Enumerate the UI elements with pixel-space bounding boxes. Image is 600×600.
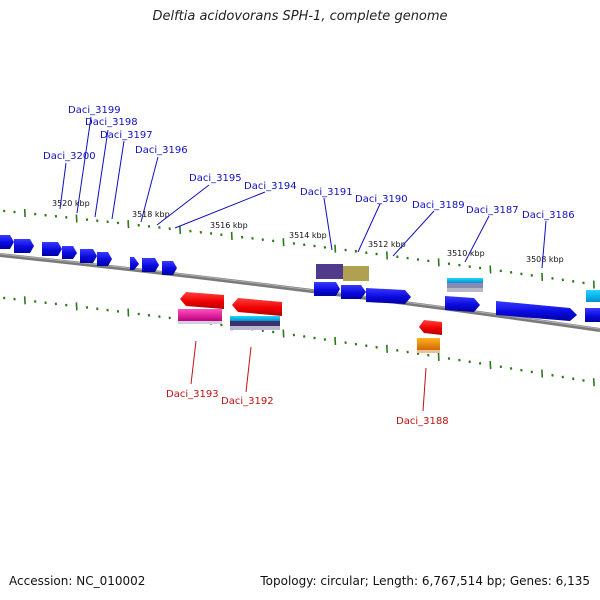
- gene-arrow[interactable]: [419, 320, 442, 335]
- gene-label-daci-3196[interactable]: Daci_3196: [135, 145, 188, 156]
- gene-label-daci-3188[interactable]: Daci_3188: [396, 416, 449, 427]
- genome-backbone-highlight: [0, 253, 600, 330]
- gene-block[interactable]: [178, 321, 222, 324]
- gene-arrow[interactable]: [366, 288, 411, 304]
- accession-text: Accession: NC_010002: [9, 574, 146, 588]
- genome-info-text: Topology: circular; Length: 6,767,514 bp…: [260, 574, 590, 588]
- gene-arrow[interactable]: [42, 242, 62, 256]
- gene-label-daci-3192[interactable]: Daci_3192: [221, 396, 274, 407]
- gene-label-daci-3190[interactable]: Daci_3190: [355, 194, 408, 205]
- gene-block[interactable]: [447, 288, 483, 292]
- gene-label-daci-3197[interactable]: Daci_3197: [100, 130, 153, 141]
- gene-block[interactable]: [417, 338, 440, 350]
- gene-label-daci-3198[interactable]: Daci_3198: [85, 117, 138, 128]
- kbp-label: 3516 kbp: [210, 221, 248, 230]
- gene-label-daci-3189[interactable]: Daci_3189: [412, 200, 465, 211]
- gene-arrow[interactable]: [232, 298, 282, 316]
- gene-block[interactable]: [585, 308, 600, 322]
- kbp-label: 3510 kbp: [447, 249, 485, 258]
- kbp-label: 3520 kbp: [52, 199, 90, 208]
- gene-block[interactable]: [230, 316, 280, 321]
- gene-arrow[interactable]: [62, 246, 77, 259]
- gene-label-daci-3193[interactable]: Daci_3193: [166, 389, 219, 400]
- gene-block[interactable]: [417, 350, 440, 353]
- gene-label-daci-3191[interactable]: Daci_3191: [300, 187, 353, 198]
- kbp-label: 3514 kbp: [289, 231, 327, 240]
- gene-arrow[interactable]: [180, 292, 224, 309]
- gene-arrow[interactable]: [130, 257, 139, 270]
- forward-strand-genes: [0, 235, 600, 322]
- gene-label-daci-3186[interactable]: Daci_3186: [522, 210, 575, 221]
- gene-arrow[interactable]: [14, 239, 34, 253]
- leader-lines: [59, 116, 547, 412]
- gene-arrow[interactable]: [162, 261, 177, 275]
- gene-block[interactable]: [586, 290, 600, 302]
- gene-label-daci-3187[interactable]: Daci_3187: [466, 205, 519, 216]
- gene-block[interactable]: [447, 278, 483, 283]
- gene-arrow[interactable]: [445, 296, 480, 312]
- gene-block[interactable]: [316, 264, 343, 279]
- genome-backbone: [0, 253, 600, 332]
- kbp-label: 3518 kbp: [132, 210, 170, 219]
- gene-block[interactable]: [343, 266, 369, 281]
- gene-arrow[interactable]: [142, 258, 159, 272]
- gene-block[interactable]: [230, 321, 280, 326]
- kbp-label: 3512 kbp: [368, 240, 406, 249]
- gene-arrow[interactable]: [80, 249, 97, 263]
- gene-arrow[interactable]: [314, 282, 340, 296]
- gene-arrow[interactable]: [97, 252, 112, 266]
- gene-label-daci-3195[interactable]: Daci_3195: [189, 173, 242, 184]
- gene-block[interactable]: [178, 309, 222, 321]
- gene-block[interactable]: [230, 326, 280, 330]
- gene-arrow[interactable]: [496, 301, 577, 321]
- page-title: Delftia acidovorans SPH-1, complete geno…: [152, 9, 448, 24]
- upper-tick-marks: [3, 209, 595, 289]
- gene-label-daci-3199[interactable]: Daci_3199: [68, 105, 121, 116]
- gene-arrow[interactable]: [341, 285, 366, 299]
- reverse-strand-genes: [178, 292, 442, 353]
- gene-block[interactable]: [447, 283, 483, 288]
- gene-label-daci-3200[interactable]: Daci_3200: [43, 151, 96, 162]
- gene-label-daci-3194[interactable]: Daci_3194: [244, 181, 297, 192]
- gene-arrow[interactable]: [0, 235, 14, 249]
- kbp-label: 3508 kbp: [526, 255, 564, 264]
